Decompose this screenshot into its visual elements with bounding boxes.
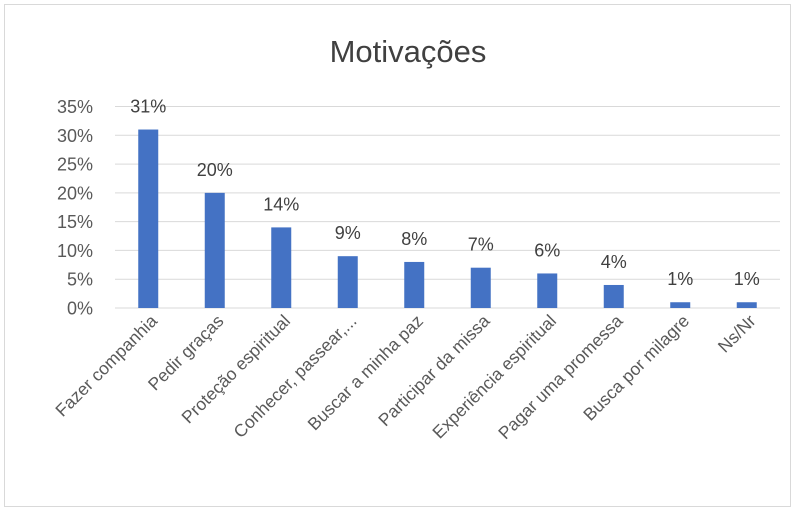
chart-title: Motivações [330, 34, 487, 69]
y-tick-label: 25% [57, 155, 93, 175]
data-label: 6% [534, 240, 560, 260]
gridlines [115, 106, 780, 309]
data-label: 4% [601, 252, 627, 272]
bar [271, 227, 292, 308]
category-label: Pagar uma promessa [494, 311, 627, 444]
y-tick-label: 15% [57, 212, 93, 232]
category-label: Fazer companhia [51, 311, 161, 421]
data-label: 14% [263, 194, 299, 214]
chart-frame [4, 4, 791, 507]
category-label: Experiência espiritual [428, 311, 560, 443]
y-tick-label: 30% [57, 126, 93, 146]
y-tick-label: 0% [67, 299, 93, 319]
category-label: Conhecer, passear,... [229, 311, 360, 442]
bar [138, 129, 159, 308]
y-tick-label: 5% [67, 270, 93, 290]
bar [204, 192, 225, 308]
data-label: 31% [130, 97, 166, 117]
bar [603, 284, 624, 308]
data-label: 9% [335, 223, 361, 243]
bar [537, 273, 558, 308]
y-axis-tick-labels: 0% 5% 10% 15% 20% 25% 30% 35% [57, 97, 93, 319]
bar [337, 256, 358, 308]
data-label: 8% [401, 229, 427, 249]
y-tick-label: 20% [57, 183, 93, 203]
bar [736, 302, 757, 308]
y-tick-label: 35% [57, 97, 93, 117]
category-label: Buscar a minha paz [304, 311, 428, 435]
bar [670, 302, 691, 308]
category-label: Ns/Nr [714, 311, 760, 357]
category-label: Participar da missa [374, 311, 494, 431]
y-tick-label: 10% [57, 241, 93, 261]
data-label: 1% [734, 269, 760, 289]
data-label: 20% [197, 160, 233, 180]
data-label: 1% [667, 269, 693, 289]
data-label: 7% [468, 235, 494, 255]
bars [138, 129, 757, 308]
data-labels: 31% 20% 14% 9% 8% 7% 6% 4% 1% 1% [130, 97, 760, 290]
bar [404, 261, 425, 308]
bar [470, 267, 491, 308]
